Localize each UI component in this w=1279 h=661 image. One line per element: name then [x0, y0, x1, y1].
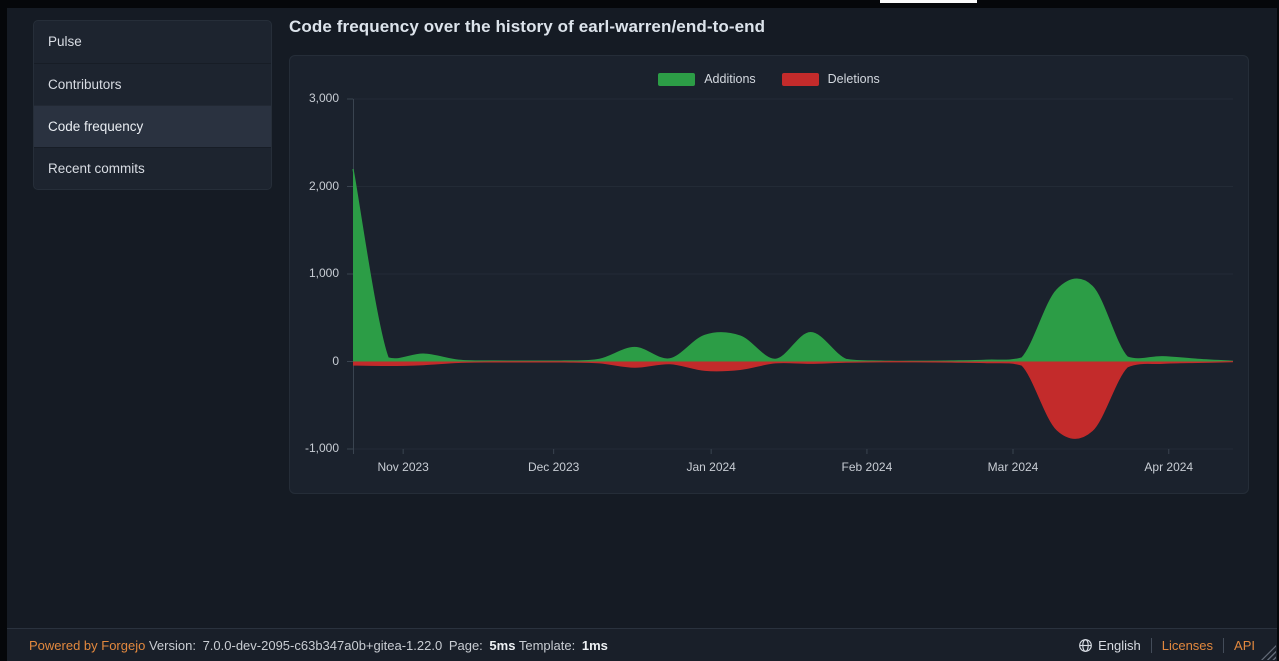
x-axis-label: Nov 2023 [377, 460, 429, 474]
sidebar-item-contributors[interactable]: Contributors [34, 63, 271, 105]
stats-sidebar-menu: Pulse Contributors Code frequency Recent… [33, 20, 272, 190]
legend-additions-label: Additions [704, 72, 756, 86]
language-label: English [1098, 637, 1141, 653]
repo-activity-page: Pulse Contributors Code frequency Recent… [7, 8, 1277, 661]
deletions-swatch [781, 72, 819, 86]
x-axis-label: Feb 2024 [841, 460, 893, 474]
x-axis-label: Mar 2024 [987, 460, 1039, 474]
legend-deletions-label: Deletions [827, 72, 880, 86]
active-tab-underline [880, 0, 977, 3]
api-link[interactable]: API [1234, 637, 1255, 653]
y-axis-label: -1,000 [304, 441, 339, 455]
footer-divider [1150, 637, 1152, 653]
y-axis-label: 3,000 [308, 91, 339, 105]
footer: Powered by Forgejo Version: 7.0.0-dev-20… [7, 628, 1277, 661]
page-title: Code frequency over the history of earl-… [289, 17, 766, 36]
y-axis-label: 2,000 [308, 178, 339, 193]
licenses-link[interactable]: Licenses [1161, 637, 1214, 653]
x-axis-label: Jan 2024 [686, 460, 736, 474]
legend-additions[interactable]: Additions [658, 72, 756, 86]
page-time-value: 5ms [489, 637, 516, 653]
y-axis-label: 0 [332, 353, 339, 368]
chart-legend: Additions Deletions [290, 72, 1248, 86]
footer-meta: Powered by Forgejo Version: 7.0.0-dev-20… [29, 638, 608, 653]
y-axis-label: 1,000 [308, 266, 339, 280]
x-axis-label: Dec 2023 [527, 460, 580, 474]
x-axis-label: Apr 2024 [1144, 460, 1194, 474]
version-value: 7.0.0-dev-2095-c63b347a0b+gitea-1.22.0 [202, 637, 443, 653]
language-picker[interactable]: English [1078, 638, 1141, 653]
code-frequency-chart [347, 98, 1233, 454]
sidebar-item-pulse[interactable]: Pulse [48, 34, 82, 49]
template-time-value: 1ms [581, 637, 608, 653]
version-label: Version: [148, 637, 196, 653]
code-frequency-chart-card: Additions Deletions 3,000 2,000 1,000 0 -1,0… [289, 55, 1249, 494]
sidebar-item-code-frequency[interactable]: Code frequency [34, 105, 271, 147]
template-time-label: Template: [518, 637, 576, 653]
globe-icon [1079, 638, 1092, 652]
powered-by-forgejo-link[interactable]: Powered by Forgejo [29, 637, 146, 653]
page-time-label: Page: [448, 637, 483, 653]
sidebar-item-recent-commits[interactable]: Recent commits [34, 147, 271, 189]
footer-divider [1223, 637, 1225, 653]
additions-swatch [658, 72, 696, 86]
legend-deletions[interactable]: Deletions [781, 72, 880, 86]
footer-links: English Licenses API [1078, 637, 1255, 653]
resize-grip[interactable] [1261, 645, 1276, 660]
